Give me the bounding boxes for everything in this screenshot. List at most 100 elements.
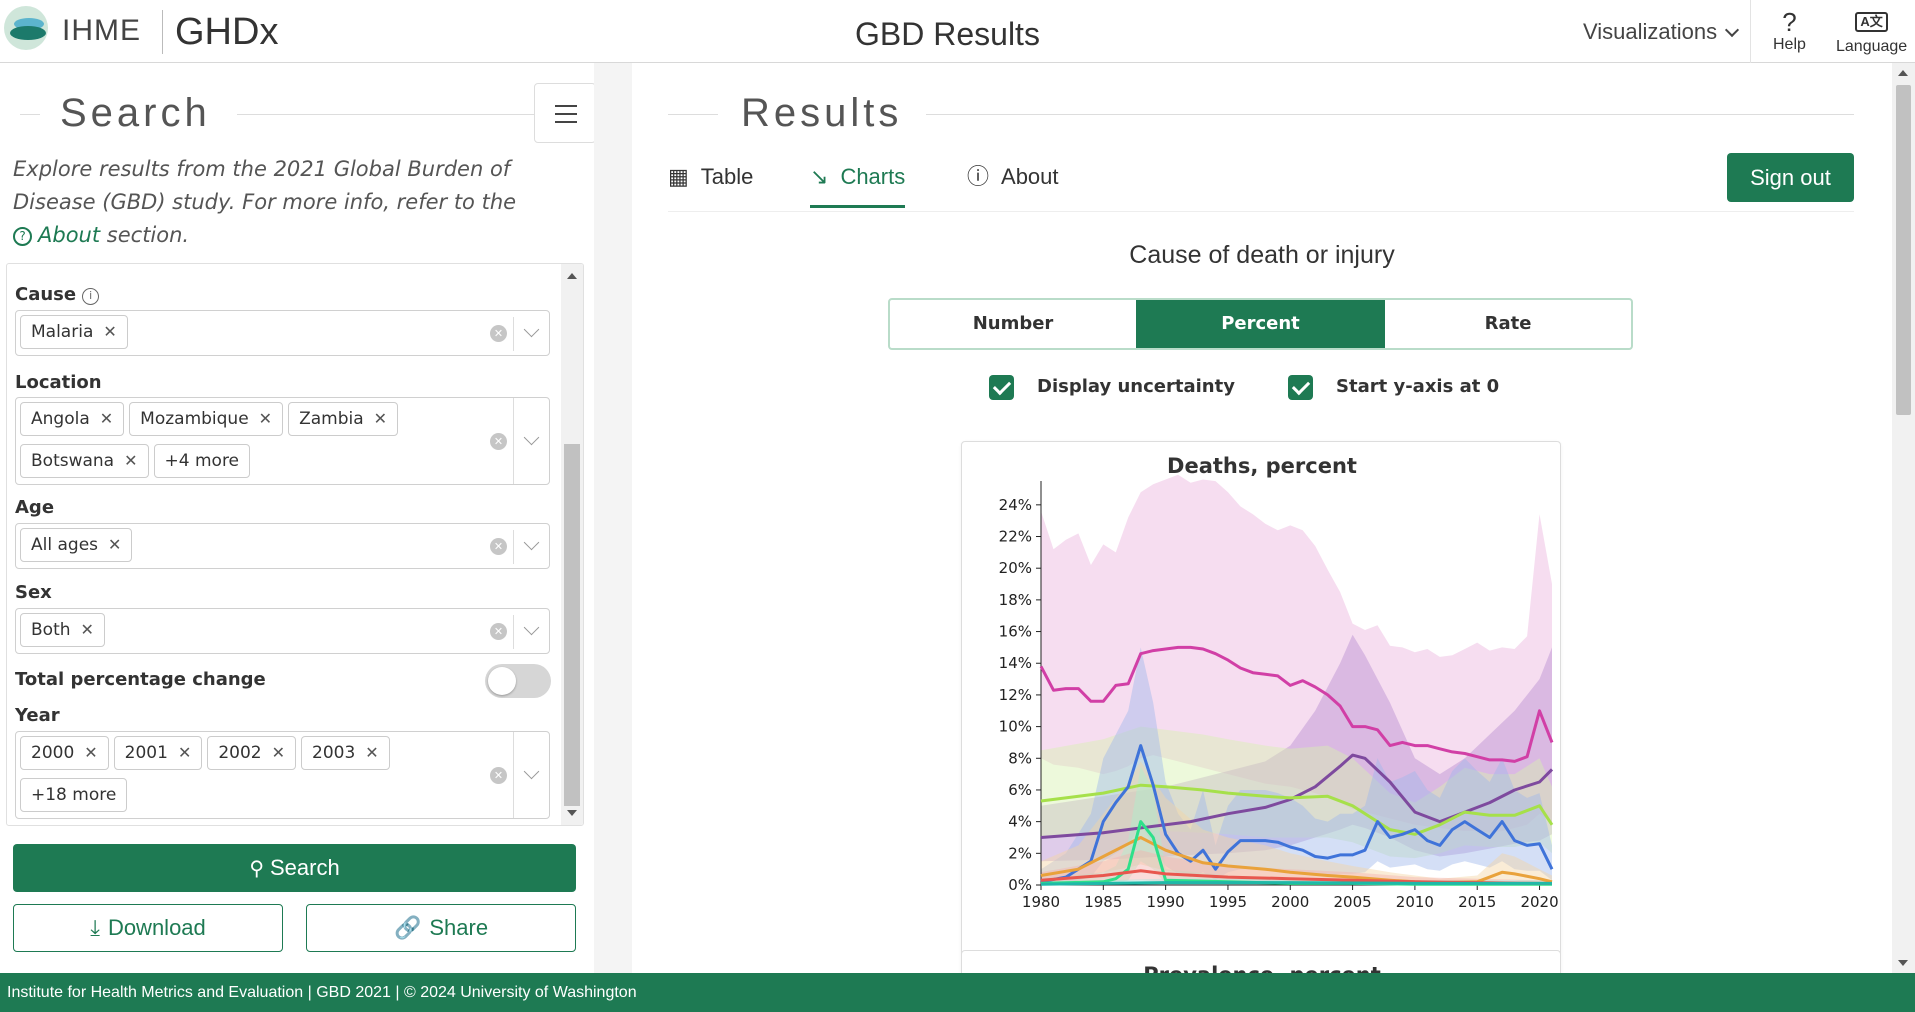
ihme-logo-icon[interactable] (4, 6, 48, 50)
scrollbar-thumb[interactable] (564, 444, 580, 806)
metric-selector: Number Percent Rate (888, 298, 1633, 350)
clear-icon[interactable]: ✕ (490, 433, 507, 450)
start-y-zero-checkbox[interactable] (1288, 375, 1313, 400)
chevron-down-icon[interactable] (523, 534, 540, 551)
info-icon[interactable]: i (82, 288, 100, 305)
chevron-down-icon[interactable] (523, 619, 540, 636)
intro-text: Explore results from the 2021 Global Bur… (13, 153, 553, 252)
language-button[interactable]: A文 Language (1836, 8, 1907, 56)
sex-tag[interactable]: Both ✕ (20, 613, 105, 647)
remove-tag-icon[interactable]: ✕ (258, 409, 273, 428)
location-tag[interactable]: Angola ✕ (20, 402, 125, 436)
year-select[interactable]: 2000 ✕ 2001 ✕ 2002 ✕ 2003 ✕ +18 more ✕ (15, 731, 550, 819)
clear-icon[interactable]: ✕ (490, 325, 507, 342)
sign-out-button[interactable]: Sign out (1727, 153, 1854, 202)
scrollbar-thumb[interactable] (1896, 85, 1911, 415)
share-button[interactable]: 🔗 Share (306, 904, 576, 952)
year-tag[interactable]: 2002 ✕ (207, 736, 297, 770)
display-uncertainty-checkbox[interactable] (989, 375, 1014, 400)
remove-tag-icon[interactable]: ✕ (108, 535, 122, 554)
location-label: Location (15, 372, 102, 393)
age-label: Age (15, 497, 55, 518)
remove-tag-icon[interactable]: ✕ (373, 409, 388, 428)
about-link[interactable]: ? About (13, 223, 100, 247)
location-tag[interactable]: Zambia ✕ (288, 402, 399, 436)
y-tick-label: 24% (999, 496, 1032, 514)
year-tag[interactable]: 2003 ✕ (301, 736, 390, 770)
x-tick-label: 2000 (1271, 893, 1309, 911)
hamburger-menu-button[interactable] (534, 83, 596, 143)
x-tick-label: 1990 (1147, 893, 1185, 911)
y-tick-label: 18% (999, 591, 1032, 609)
x-tick-label: 1985 (1084, 893, 1122, 911)
metric-number-button[interactable]: Number (972, 313, 1054, 334)
page-scrollbar[interactable] (1892, 63, 1915, 973)
chevron-down-icon[interactable] (523, 763, 540, 780)
sex-label: Sex (15, 582, 52, 603)
clear-icon[interactable]: ✕ (490, 767, 507, 784)
remove-tag-icon[interactable]: ✕ (365, 743, 379, 762)
metric-rate-button[interactable]: Rate (1484, 313, 1532, 334)
age-tag[interactable]: All ages ✕ (20, 528, 133, 562)
chevron-down-icon[interactable] (523, 429, 540, 446)
help-button[interactable]: ? Help (1773, 8, 1806, 54)
location-more-tag[interactable]: +4 more (153, 444, 251, 478)
uncertainty-band-4 (1041, 761, 1552, 885)
age-select[interactable]: All ages ✕ ✕ (15, 523, 550, 569)
total-change-toggle[interactable] (485, 664, 551, 698)
remove-tag-icon[interactable]: ✕ (80, 620, 94, 639)
y-tick-label: 12% (999, 686, 1032, 704)
year-tag[interactable]: 2001 ✕ (113, 736, 203, 770)
clear-icon[interactable]: ✕ (490, 623, 507, 640)
start-y-zero-label: Start y-axis at 0 (1336, 376, 1500, 397)
tab-table[interactable]: ▦ Table (668, 164, 754, 189)
location-select[interactable]: Angola ✕ Mozambique ✕ Zambia ✕ Botswana ✕ +4 mo… (15, 397, 550, 485)
x-tick-label: 2010 (1396, 893, 1434, 911)
scroll-down-icon[interactable] (1898, 960, 1908, 966)
org-name[interactable]: IHME (62, 14, 141, 47)
clear-icon[interactable]: ✕ (490, 538, 507, 555)
filters-scrollbar[interactable] (561, 264, 583, 825)
tab-charts[interactable]: ↘ Charts (810, 158, 906, 208)
language-icon: A文 (1855, 12, 1888, 32)
scroll-up-icon[interactable] (567, 273, 577, 279)
intro-suffix: section. (106, 223, 190, 247)
uncertainty-band-6 (1041, 850, 1552, 885)
series-line-2 (1040, 783, 1554, 836)
remove-tag-icon[interactable]: ✕ (99, 409, 114, 428)
results-panel: Results ▦ Table ↘ Charts ⓘ About Sign out C… (632, 63, 1892, 990)
remove-tag-icon[interactable]: ✕ (177, 743, 192, 762)
remove-tag-icon[interactable]: ✕ (103, 322, 117, 341)
year-more-tag[interactable]: +18 more (20, 778, 128, 812)
sex-select[interactable]: Both ✕ ✕ (15, 608, 550, 654)
download-button[interactable]: ⤓ Download (13, 904, 283, 952)
location-tag[interactable]: Mozambique ✕ (129, 402, 284, 436)
remove-tag-icon[interactable]: ✕ (271, 743, 286, 762)
location-tag[interactable]: Botswana ✕ (20, 444, 149, 478)
measure-title: Cause of death or injury (1129, 241, 1395, 269)
visualizations-menu[interactable]: Visualizations (1583, 19, 1740, 45)
header-divider (162, 10, 163, 54)
chevron-down-icon[interactable] (523, 321, 540, 338)
metric-percent-button[interactable]: Percent (1136, 300, 1385, 348)
product-name[interactable]: GHDx (175, 11, 279, 53)
search-title: Search (60, 91, 211, 135)
y-tick-label: 20% (999, 559, 1032, 577)
results-title: Results (741, 91, 903, 135)
remove-tag-icon[interactable]: ✕ (124, 451, 138, 470)
line-chart-icon: ↘ (810, 164, 829, 189)
year-tag[interactable]: 2000 ✕ (20, 736, 109, 770)
tab-about[interactable]: ⓘ About (967, 164, 1059, 189)
y-tick-label: 22% (999, 528, 1032, 546)
cause-tag[interactable]: Malaria ✕ (20, 315, 128, 349)
panel-divider (594, 63, 632, 973)
deaths-chart[interactable]: 0% 2% 4% 6% 8% 10% 12% 14% 16% 18% 20% 22% 24% 1980 19… (962, 442, 1562, 986)
x-tick-label: 1980 (1022, 893, 1060, 911)
scroll-down-icon[interactable] (567, 810, 577, 816)
scroll-up-icon[interactable] (1898, 70, 1908, 76)
title-rule-left (20, 114, 40, 115)
cause-select[interactable]: Malaria ✕ ✕ (15, 310, 550, 356)
remove-tag-icon[interactable]: ✕ (84, 743, 98, 762)
search-button[interactable]: ⚲ Search (13, 844, 576, 892)
filters-scroll-area[interactable]: Cause i Malaria ✕ ✕ Location Angola ✕ Mozamb… (6, 263, 584, 826)
